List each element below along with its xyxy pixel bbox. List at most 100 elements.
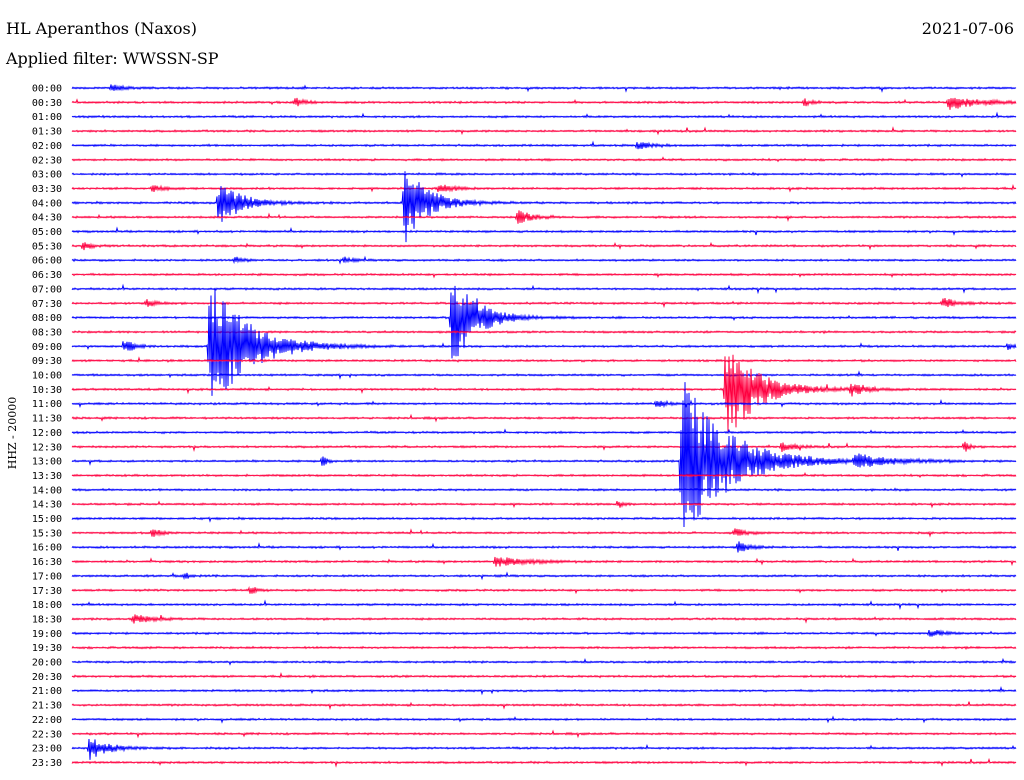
row-time-label: 15:00 — [32, 514, 62, 525]
trace-row — [71, 629, 1017, 637]
row-time-label: 08:30 — [32, 327, 62, 338]
row-time-label: 05:30 — [32, 241, 62, 252]
row-time-label: 12:30 — [32, 442, 62, 453]
trace-row — [71, 370, 1017, 380]
row-time-label: 00:00 — [32, 84, 62, 95]
trace-row — [71, 729, 1017, 739]
row-time-label: 21:00 — [32, 686, 62, 697]
trace-row — [71, 685, 1017, 696]
row-time-label: 14:00 — [32, 485, 62, 496]
trace-row — [71, 599, 1017, 610]
row-time-label: 16:30 — [32, 557, 62, 568]
trace-row — [71, 556, 1017, 567]
trace-row — [71, 657, 1017, 666]
trace-row — [71, 285, 1017, 359]
trace-row — [71, 500, 1017, 509]
row-time-label: 06:30 — [32, 270, 62, 281]
row-time-label: 18:30 — [32, 614, 62, 625]
trace-row — [71, 171, 1017, 178]
trace-row — [71, 701, 1017, 711]
row-time-label: 07:00 — [32, 284, 62, 295]
trace-row — [71, 516, 1017, 523]
row-time-label: 15:30 — [32, 528, 62, 539]
row-time-label: 03:30 — [32, 184, 62, 195]
row-time-label: 01:30 — [32, 127, 62, 138]
row-time-label: 10:00 — [32, 371, 62, 382]
trace-row — [71, 399, 1017, 409]
trace-row — [71, 272, 1017, 279]
row-time-label: 20:30 — [32, 672, 62, 683]
row-time-label: 11:00 — [32, 399, 62, 410]
trace-row — [71, 283, 1017, 295]
row-time-label: 05:00 — [32, 227, 62, 238]
row-time-label: 21:30 — [32, 701, 62, 712]
trace-row — [71, 289, 1017, 396]
trace-row — [71, 241, 1017, 251]
trace-row — [71, 413, 1017, 423]
trace-row — [71, 428, 1017, 435]
row-time-label: 22:00 — [32, 715, 62, 726]
trace-row — [71, 645, 1017, 651]
trace-row — [71, 715, 1017, 724]
row-time-label: 18:00 — [32, 600, 62, 611]
trace-row — [71, 255, 1017, 265]
row-time-label: 09:00 — [32, 342, 62, 353]
row-time-label: 17:00 — [32, 571, 62, 582]
trace-row — [71, 487, 1017, 492]
row-time-label: 06:00 — [32, 256, 62, 267]
trace-row — [71, 441, 1017, 453]
station-title: HL Aperanthos (Naxos) — [6, 19, 197, 38]
row-time-label: 13:30 — [32, 471, 62, 482]
trace-row — [71, 84, 1017, 93]
trace-row — [71, 140, 1017, 150]
trace-row — [71, 757, 1017, 768]
row-time-label: 07:30 — [32, 299, 62, 310]
trace-row — [71, 586, 1017, 595]
trace-row — [71, 354, 1017, 432]
row-time-label: 16:00 — [32, 543, 62, 554]
row-time-label: 12:00 — [32, 428, 62, 439]
trace-row — [71, 541, 1017, 553]
trace-row — [71, 671, 1017, 679]
row-time-label: 17:30 — [32, 586, 62, 597]
row-time-label: 04:00 — [32, 198, 62, 209]
trace-row — [71, 528, 1017, 538]
trace-row — [71, 156, 1017, 163]
trace-row — [71, 210, 1017, 224]
row-time-label: 03:00 — [32, 170, 62, 181]
trace-row — [71, 571, 1017, 581]
row-time-label: 14:30 — [32, 500, 62, 511]
trace-row — [71, 171, 1017, 243]
trace-row — [71, 111, 1017, 119]
date-label: 2021-07-06 — [921, 19, 1014, 38]
row-time-label: 09:30 — [32, 356, 62, 367]
row-time-label: 02:30 — [32, 155, 62, 166]
trace-row — [71, 738, 1017, 760]
trace-row — [71, 298, 1017, 309]
trace-row — [71, 382, 1017, 528]
row-time-label: 20:00 — [32, 658, 62, 669]
row-time-label: 10:30 — [32, 385, 62, 396]
row-time-label: 11:30 — [32, 414, 62, 425]
row-time-label: 19:30 — [32, 643, 62, 654]
trace-row — [71, 184, 1017, 193]
row-time-label: 02:00 — [32, 141, 62, 152]
filter-label: Applied filter: WWSSN-SP — [6, 49, 219, 68]
row-time-label: 08:00 — [32, 313, 62, 324]
trace-row — [71, 126, 1017, 136]
row-time-label: 22:30 — [32, 729, 62, 740]
row-time-label: 00:30 — [32, 98, 62, 109]
row-time-label: 13:00 — [32, 457, 62, 468]
trace-row — [71, 97, 1017, 110]
trace-row — [71, 356, 1017, 363]
row-time-label: 23:30 — [32, 758, 62, 769]
trace-row — [71, 614, 1017, 624]
trace-row — [71, 226, 1017, 236]
row-time-label: 19:00 — [32, 629, 62, 640]
trace-row — [71, 471, 1017, 479]
row-time-label: 01:00 — [32, 112, 62, 123]
row-time-label: 23:00 — [32, 744, 62, 755]
row-time-label: 04:30 — [32, 213, 62, 224]
